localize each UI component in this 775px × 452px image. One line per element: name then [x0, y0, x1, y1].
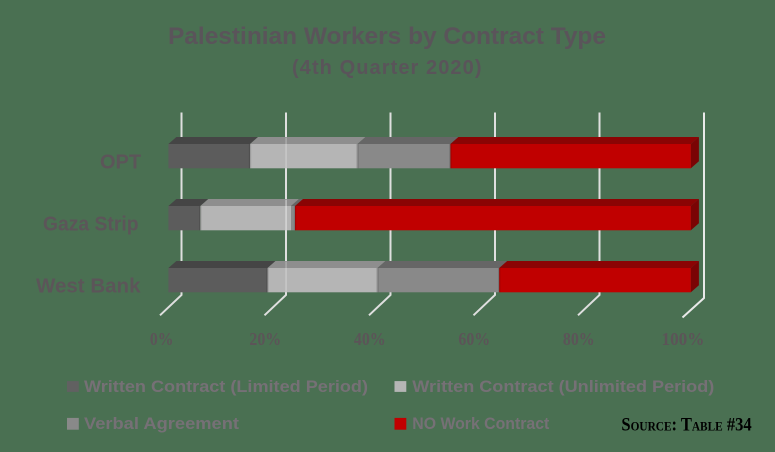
svg-text:80%: 80%: [563, 329, 595, 349]
svg-text:West Bank: West Bank: [36, 276, 141, 298]
svg-text:60%: 60%: [458, 329, 490, 349]
svg-text:NO Work Contract: NO Work Contract: [412, 414, 549, 433]
svg-text:Gaza Strip: Gaza Strip: [43, 214, 139, 236]
svg-text:Source: Table #34: Source: Table #34: [621, 414, 752, 435]
svg-text:Written Contract (Unlimited Pe: Written Contract (Unlimited Period): [412, 377, 714, 396]
svg-text:0%: 0%: [150, 329, 174, 349]
svg-text:OPT: OPT: [100, 151, 142, 173]
svg-text:40%: 40%: [354, 329, 386, 349]
svg-text:(4th Quarter 2020): (4th Quarter 2020): [292, 57, 482, 79]
svg-text:Verbal Agreement: Verbal Agreement: [84, 414, 240, 433]
svg-text:Written Contract (Limited Peri: Written Contract (Limited Period): [84, 377, 368, 396]
svg-text:Palestinian Workers by Contrac: Palestinian Workers by Contract Type: [168, 23, 606, 50]
svg-text:20%: 20%: [249, 329, 281, 349]
svg-text:100%: 100%: [662, 329, 705, 349]
